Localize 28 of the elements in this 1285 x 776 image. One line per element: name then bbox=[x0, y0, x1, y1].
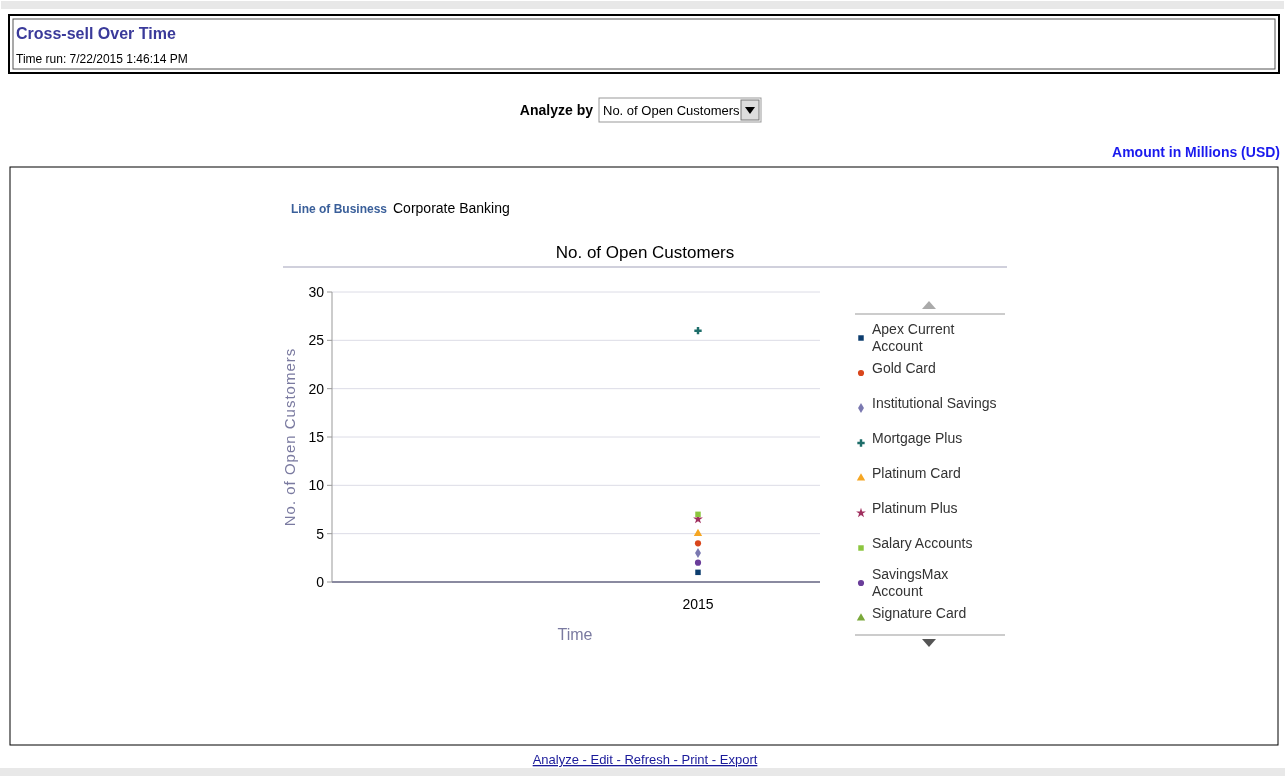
legend-label: Salary Accounts bbox=[872, 535, 973, 551]
legend-label: Institutional Savings bbox=[872, 395, 997, 411]
y-tick-label: 15 bbox=[308, 429, 325, 445]
text: Corporate Banking bbox=[393, 200, 510, 216]
x-axis-title: Time bbox=[557, 626, 593, 643]
legend-label: SavingsMax Account bbox=[872, 566, 949, 599]
text: Amount in Millions (USD) bbox=[1112, 144, 1280, 160]
y-tick-label: 0 bbox=[316, 574, 325, 590]
text: Analyze - Edit - Refresh - Print - Export bbox=[532, 752, 758, 767]
legend-label: Apex Current Account bbox=[872, 321, 955, 354]
legend-label: Platinum Card bbox=[872, 465, 961, 481]
text: Time run: 7/22/2015 1:46:14 PM bbox=[16, 52, 188, 66]
y-tick-label: 5 bbox=[316, 525, 325, 542]
legend-label: Mortgage Plus bbox=[872, 430, 963, 446]
y-tick-label: 25 bbox=[308, 332, 325, 349]
text: Cross-sell Over Time bbox=[16, 25, 176, 42]
legend-label: Signature Card bbox=[872, 605, 967, 621]
y-axis-title: No. of Open Customers bbox=[281, 347, 298, 527]
y-tick-label: 10 bbox=[308, 477, 325, 494]
legend-label: Gold Card bbox=[872, 360, 936, 376]
text: Analyze by bbox=[519, 102, 594, 118]
x-tick-label: 2015 bbox=[682, 596, 714, 612]
text: Line of Business bbox=[291, 202, 388, 216]
y-tick-label: 20 bbox=[308, 380, 325, 397]
text: No. of Open Customers bbox=[555, 243, 735, 262]
legend-label: Platinum Plus bbox=[872, 500, 958, 516]
dropdown-field: No. of Open Customers bbox=[598, 97, 762, 123]
y-tick-label: 30 bbox=[308, 284, 325, 300]
